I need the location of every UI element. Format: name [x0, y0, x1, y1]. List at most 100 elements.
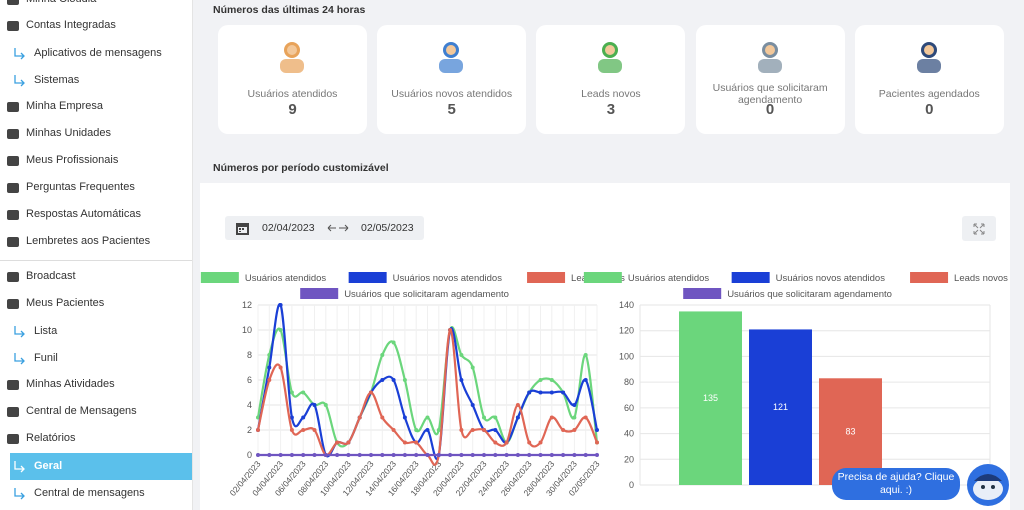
- point: [583, 378, 588, 382]
- point: [278, 453, 283, 457]
- menu-item[interactable]: Minha Empresa: [26, 100, 104, 112]
- bar: [749, 329, 812, 485]
- y-tick-label: 8: [247, 350, 252, 360]
- point: [583, 453, 588, 457]
- point: [482, 415, 486, 420]
- card-value: 0: [925, 101, 934, 118]
- point: [538, 390, 543, 395]
- point: [391, 428, 396, 432]
- point: [436, 428, 441, 432]
- y-tick-label: 20: [624, 454, 634, 464]
- point: [380, 353, 385, 357]
- menu-item[interactable]: Broadcast: [26, 270, 76, 282]
- card-label: Usuários novos atendidos: [391, 88, 513, 100]
- point: [425, 453, 430, 457]
- sidebar: Minha Cloudia Contas Integradas Aplicativo…: [0, 0, 193, 510]
- point: [312, 453, 317, 457]
- help-button[interactable]: Precisa de ajuda? Clique aqui. :): [832, 468, 960, 500]
- point: [402, 415, 407, 420]
- y-tick-label: 80: [624, 377, 634, 387]
- menu-item[interactable]: Lista: [34, 325, 58, 337]
- menu-item[interactable]: Geral: [34, 460, 63, 472]
- point: [301, 415, 306, 420]
- point: [267, 378, 272, 382]
- bar: [819, 378, 882, 485]
- menu-item[interactable]: Respostas Automáticas: [26, 208, 141, 220]
- point: [459, 428, 464, 432]
- point: [289, 415, 294, 420]
- menu-icon: [7, 0, 19, 5]
- menu-icon: [7, 299, 19, 309]
- card-icon: [757, 42, 782, 73]
- date-range[interactable]: [225, 216, 424, 240]
- bar-label: 83: [845, 427, 855, 437]
- menu-item[interactable]: Minha Cloudia: [26, 0, 96, 5]
- menu-item[interactable]: Relatórios: [26, 432, 76, 444]
- point: [572, 415, 577, 420]
- point: [515, 415, 520, 420]
- menu-item[interactable]: Lembretes aos Pacientes: [26, 235, 151, 247]
- avatar[interactable]: [966, 463, 1010, 507]
- point: [459, 353, 464, 357]
- menu-icon: [7, 434, 19, 444]
- y-tick-label: 2: [247, 425, 252, 435]
- y-tick-label: 0: [629, 480, 634, 490]
- card-label: Leads novos: [581, 88, 641, 100]
- legend-swatch: [527, 272, 566, 283]
- menu-icon: [7, 272, 19, 282]
- point: [346, 453, 351, 457]
- point: [482, 428, 486, 432]
- point: [515, 453, 520, 457]
- calendar-icon: [236, 223, 249, 235]
- date-start[interactable]: 02/04/2023: [262, 222, 315, 234]
- menu-icon: [7, 129, 19, 139]
- card-value: 9: [288, 101, 297, 118]
- legend-label: Usuários novos atendidos: [776, 273, 886, 284]
- point: [357, 415, 362, 420]
- y-tick-label: 100: [619, 351, 634, 361]
- point: [267, 365, 272, 370]
- point: [538, 378, 543, 382]
- legend-swatch: [683, 288, 722, 299]
- menu-item[interactable]: Funil: [34, 352, 58, 364]
- legend-swatch: [910, 272, 949, 283]
- legend-label: Usuários atendidos: [628, 273, 710, 284]
- menu-item[interactable]: Sistemas: [34, 74, 80, 86]
- point: [572, 403, 577, 407]
- menu-item[interactable]: Central de mensagens: [34, 487, 145, 499]
- card-value: 0: [765, 101, 775, 118]
- point: [538, 453, 543, 457]
- point: [335, 440, 340, 445]
- point: [572, 453, 577, 457]
- point: [267, 453, 272, 457]
- menu-item[interactable]: Perguntas Frequentes: [26, 181, 135, 193]
- legend-swatch: [731, 272, 770, 283]
- menu-item[interactable]: Meus Profissionais: [26, 154, 119, 166]
- menu-item[interactable]: Central de Mensagens: [26, 405, 137, 417]
- menu-item[interactable]: Minhas Unidades: [26, 127, 111, 139]
- menu-item[interactable]: Aplicativos de mensagens: [34, 47, 162, 59]
- point: [527, 440, 532, 445]
- menu-item[interactable]: Minhas Atividades: [26, 378, 115, 390]
- section-title: Números das últimas 24 horas: [213, 4, 366, 16]
- sub-arrow: [14, 326, 25, 338]
- stat-card: Pacientes agendados 0: [854, 25, 1004, 134]
- point: [380, 415, 385, 420]
- point: [470, 365, 475, 370]
- bar: [679, 311, 742, 485]
- point: [414, 453, 419, 457]
- menu-item[interactable]: Contas Integradas: [26, 19, 116, 31]
- menu-item[interactable]: Meus Pacientes: [26, 297, 105, 309]
- fullscreen-button[interactable]: [962, 216, 996, 241]
- legend-label: Leads novos: [954, 273, 1008, 284]
- legend-label: Usuários que solicitaram agendamento: [344, 289, 509, 300]
- menu-icon: [7, 102, 19, 112]
- y-tick-label: 6: [247, 375, 252, 385]
- point: [549, 415, 554, 420]
- point: [369, 453, 373, 457]
- date-end[interactable]: 02/05/2023: [361, 222, 414, 234]
- point: [583, 353, 588, 357]
- legend-swatch: [348, 272, 387, 283]
